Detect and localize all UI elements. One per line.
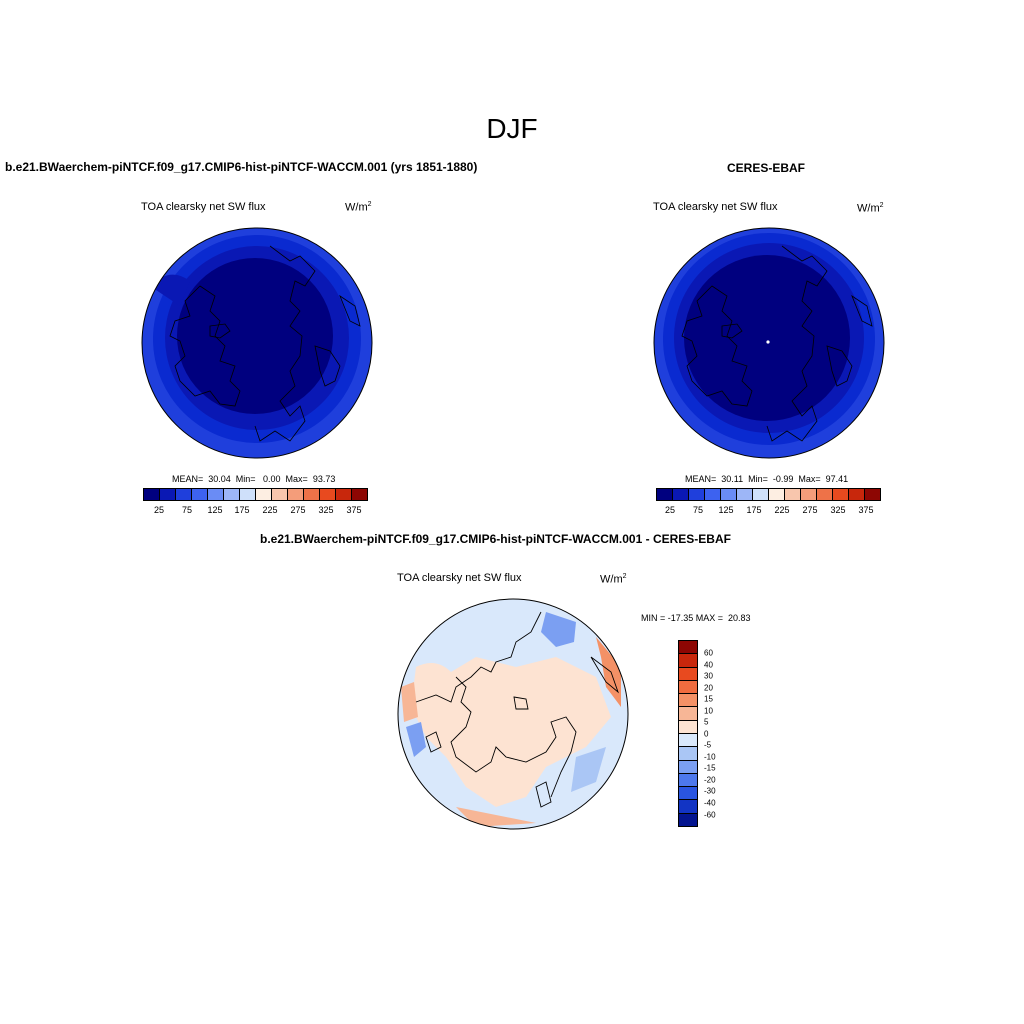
panel-diff-colorbar-ticks: 60 40 30 20 15 10 5 0 -5 -10 -15 -20 -30… xyxy=(704,640,744,827)
colorbar-tick: 60 xyxy=(704,648,713,658)
panel-obs-units: W/m2 xyxy=(857,202,884,215)
colorbar-tick: 75 xyxy=(692,505,704,515)
colorbar-tick: 5 xyxy=(704,717,709,727)
coastline-outlines xyxy=(681,245,873,442)
panel-diff-heading: b.e21.BWaerchem-piNTCF.f09_g17.CMIP6-his… xyxy=(260,532,731,546)
panel-obs-heading: CERES-EBAF xyxy=(727,161,806,175)
colorbar-tick: -15 xyxy=(704,763,716,773)
colorbar-tick: 225 xyxy=(262,505,278,515)
colorbar-tick: -5 xyxy=(704,740,712,750)
colorbar-tick: 325 xyxy=(830,505,846,515)
panel-obs-variable-label: TOA clearsky net SW flux xyxy=(653,201,778,213)
panel-model-variable-label: TOA clearsky net SW flux xyxy=(141,201,266,213)
panel-obs-colorbar xyxy=(656,488,881,501)
panel-diff-units: W/m2 xyxy=(600,573,627,586)
colorbar-tick: 225 xyxy=(774,505,790,515)
colorbar-tick: 75 xyxy=(181,505,193,515)
panel-model-colorbar xyxy=(143,488,368,501)
panel-diff-polar-map xyxy=(397,598,629,830)
colorbar-tick: -20 xyxy=(704,775,716,785)
colorbar-tick: 15 xyxy=(704,694,713,704)
figure-title: DJF xyxy=(486,113,538,144)
colorbar-tick: 10 xyxy=(704,706,713,716)
panel-diff-stats: MIN = -17.35 MAX = 20.83 xyxy=(641,613,751,623)
panel-model-stats: MEAN= 30.04 Min= 0.00 Max= 93.73 xyxy=(172,474,336,484)
colorbar-tick: 0 xyxy=(704,729,709,739)
colorbar-tick: 325 xyxy=(318,505,334,515)
colorbar-tick: 275 xyxy=(802,505,818,515)
colorbar-tick: 375 xyxy=(346,505,362,515)
colorbar-tick: -30 xyxy=(704,786,716,796)
panel-obs-stats: MEAN= 30.11 Min= -0.99 Max= 97.41 xyxy=(685,474,849,484)
panel-obs-colorbar-ticks: 25 75 125 175 225 275 325 375 xyxy=(656,505,881,517)
colorbar-tick: 375 xyxy=(858,505,874,515)
colorbar-tick: 275 xyxy=(290,505,306,515)
panel-model-heading: b.e21.BWaerchem-piNTCF.f09_g17.CMIP6-his… xyxy=(5,160,478,174)
colorbar-tick: 20 xyxy=(704,683,713,693)
panel-diff-variable-label: TOA clearsky net SW flux xyxy=(397,572,522,584)
coastline-outlines xyxy=(169,245,361,442)
panel-obs-polar-map xyxy=(653,227,885,459)
colorbar-tick: 175 xyxy=(234,505,250,515)
colorbar-tick: 25 xyxy=(153,505,165,515)
colorbar-tick: 125 xyxy=(207,505,223,515)
colorbar-tick: 175 xyxy=(746,505,762,515)
panel-model-colorbar-ticks: 25 75 125 175 225 275 325 375 xyxy=(143,505,368,517)
colorbar-tick: -40 xyxy=(704,798,716,808)
colorbar-tick: 25 xyxy=(664,505,676,515)
colorbar-tick: 30 xyxy=(704,671,713,681)
colorbar-tick: 125 xyxy=(718,505,734,515)
colorbar-tick: -10 xyxy=(704,752,716,762)
colorbar-tick: -60 xyxy=(704,810,716,820)
panel-model-units: W/m2 xyxy=(345,201,372,214)
panel-diff-colorbar xyxy=(678,640,698,827)
panel-model-polar-map xyxy=(141,227,373,459)
colorbar-tick: 40 xyxy=(704,660,713,670)
coastline-outlines xyxy=(415,611,619,808)
